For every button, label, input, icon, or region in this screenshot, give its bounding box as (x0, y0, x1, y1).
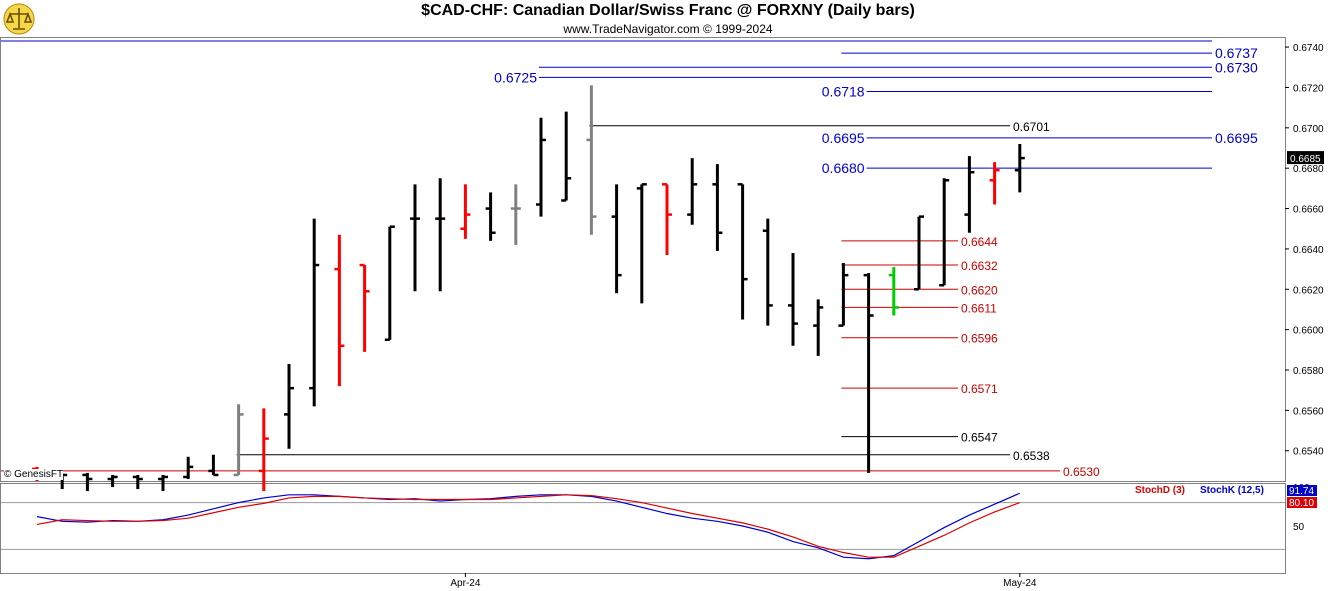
ohlc-bar (914, 215, 924, 291)
ohlc-bar (687, 158, 698, 225)
y-tick-label: 0.6740 (1293, 43, 1324, 54)
ohlc-bar (561, 111, 572, 202)
y-tick-label: 0.6600 (1293, 326, 1324, 337)
y-tick-label: 0.6640 (1293, 245, 1324, 256)
level-label: 0.6632 (961, 259, 998, 273)
ohlc-bar (636, 183, 647, 304)
level-label: 0.6701 (1013, 120, 1050, 134)
level-label: 0.6730 (1215, 59, 1258, 75)
ohlc-bar (712, 164, 723, 251)
ohlc-bar (359, 263, 370, 352)
ohlc-bar (1014, 143, 1025, 193)
ohlc-bar (888, 267, 899, 316)
ohlc-bar (510, 184, 521, 245)
ohlc-bar (662, 183, 672, 255)
stoch-value-label: 91.74 (1289, 486, 1314, 497)
ohlc-bar (384, 225, 395, 341)
ohlc-bar (838, 263, 849, 327)
level-label: 0.6718 (822, 83, 865, 99)
stochastic-panel (0, 483, 1286, 574)
level-label: 0.6620 (961, 283, 998, 297)
x-tick-label: Apr-24 (450, 578, 480, 589)
ohlc-bar (813, 299, 824, 356)
y-tick-label: 0.6680 (1293, 164, 1324, 175)
ohlc-bar (233, 404, 244, 477)
stoch-value-box (1287, 485, 1317, 496)
ohlc-bar (258, 408, 269, 492)
level-label: 0.6611 (961, 301, 997, 315)
ohlc-bar (485, 192, 496, 241)
level-label: 0.6571 (961, 382, 998, 396)
last-price-box (1287, 151, 1324, 165)
y-tick-label: 0.6660 (1293, 205, 1324, 216)
chart-subtitle: www.TradeNavigator.com © 1999-2024 (563, 22, 773, 36)
ohlc-bar (737, 183, 748, 320)
level-label: 0.6695 (1215, 130, 1258, 146)
y-tick-label: 0.6720 (1293, 83, 1324, 94)
y-tick-label: 0.6560 (1293, 406, 1324, 417)
last-price-label: 0.6685 (1290, 154, 1321, 165)
level-label: 0.6530 (1063, 465, 1100, 479)
y-tick-label: 0.6620 (1293, 285, 1324, 296)
ohlc-bar (586, 85, 597, 235)
ohlc-bar (132, 474, 143, 490)
level-label: 0.6596 (961, 332, 998, 346)
level-label: 0.6538 (1013, 449, 1050, 463)
ohlc-bar (989, 162, 1000, 205)
level-label: 0.6737 (1215, 45, 1258, 61)
y-tick-label: 0.6540 (1293, 447, 1324, 458)
ohlc-bar (536, 117, 546, 217)
ohlc-bar (208, 454, 219, 477)
ohlc-bar (863, 273, 874, 473)
ohlc-bar (309, 218, 320, 407)
ohlc-bar (611, 184, 622, 294)
y-tick-label: 0.6580 (1293, 366, 1324, 377)
stoch-line (36, 492, 1021, 560)
ohlc-bar (82, 472, 93, 492)
stoch-line (36, 494, 1021, 558)
level-label: 0.6680 (822, 160, 865, 176)
ohlc-bar (284, 363, 294, 449)
ohlc-bar (788, 252, 798, 346)
ohlc-bar (435, 178, 446, 292)
level-label: 0.6547 (961, 431, 998, 445)
credit-label: © GenesisFT (4, 469, 64, 480)
ohlc-bar (183, 456, 194, 479)
level-label: 0.6725 (494, 69, 537, 85)
logo-icon (3, 3, 35, 35)
level-label: 0.6644 (961, 235, 998, 249)
level-label: 0.6695 (822, 130, 865, 146)
stoch-value-box (1287, 497, 1317, 508)
stoch-y-tick-label: 50 (1293, 522, 1305, 533)
ohlc-bar (334, 234, 345, 387)
stoch-legend-item: StochK (12,5) (1200, 485, 1264, 496)
ohlc-bar (939, 178, 950, 287)
ohlc-bar (107, 474, 118, 488)
y-tick-label: 0.6700 (1293, 124, 1324, 135)
stoch-value-label: 80.10 (1289, 498, 1314, 509)
x-tick-label: May-24 (1003, 578, 1037, 589)
ohlc-bar (158, 474, 168, 492)
ohlc-bar (460, 184, 471, 239)
stoch-legend-item: StochD (3) (1135, 485, 1185, 496)
ohlc-bar (964, 156, 975, 233)
chart-title: $CAD-CHF: Canadian Dollar/Swiss Franc @ … (421, 2, 915, 19)
ohlc-bar (410, 184, 420, 292)
ohlc-bar (762, 218, 773, 326)
